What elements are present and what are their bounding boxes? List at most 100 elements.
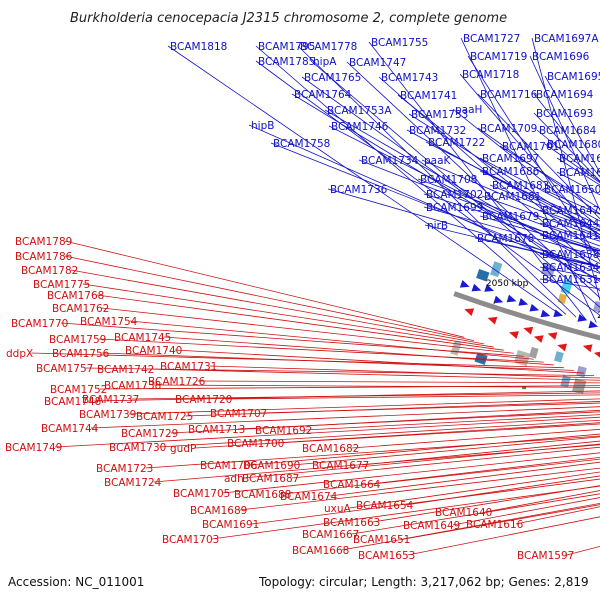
forward-gene-arrow [577,314,588,322]
reverse-gene-label: BCAM1789 [15,236,72,248]
reverse-gene-label: BCAM1720 [175,394,232,406]
reverse-gene-label: BCAM1768 [47,290,104,302]
reverse-gene-arrow [582,344,593,353]
reverse-gene-arrow [509,331,519,339]
reverse-label-leader [101,352,574,371]
reverse-gene-label: BCAM1756 [52,348,110,360]
annotation-block [554,351,564,363]
forward-gene-label: BCAM1747 [349,57,406,69]
reverse-gene-label: BCAM1744 [41,423,99,435]
forward-label-leader [459,73,600,240]
reverse-gene-label: BCAM1667 [302,529,359,541]
reverse-label-leader [515,506,600,525]
forward-gene-arrow [493,295,504,304]
reverse-gene-arrow [487,316,498,325]
forward-gene-arrow [518,298,529,306]
forward-label-leader [378,76,600,274]
reverse-gene-label: BCAM1691 [202,519,259,531]
forward-label-leader [327,188,600,268]
reverse-label-leader [361,440,600,466]
reverse-label-leader [131,392,600,400]
reverse-gene-arrow [593,351,600,359]
forward-label-leader [423,193,600,250]
tick-label: 2000 kbp [597,311,600,321]
reverse-gene-label: BCAM1705 [173,488,230,500]
forward-gene-label: BCAM1708 [420,174,477,186]
forward-gene-label: BCAM1681 [484,191,541,203]
forward-gene-arrow [588,320,599,329]
reverse-gene-label: BCAM1742 [97,364,154,376]
forward-gene-label: BCAM1716 [480,89,538,101]
forward-gene-label: BCAM1631 [542,274,599,286]
reverse-label-leader [64,255,475,342]
forward-gene-arrow [471,283,482,292]
reverse-label-leader [70,269,485,345]
reverse-gene-label: BCAM1664 [323,479,381,491]
reverse-label-leader [82,283,494,348]
forward-label-leader [270,142,600,274]
forward-gene-label: BCAM1765 [304,72,361,84]
forward-gene-label: BCAM1778 [300,41,357,53]
forward-gene-label: BCAM1741 [400,90,457,102]
forward-label-leader [423,206,600,258]
forward-gene-label: BCAM1755 [371,37,428,49]
forward-label-leader [417,178,600,247]
reverse-gene-label: BCAM1740 [125,345,182,357]
forward-gene-label: BCAM1732 [409,125,466,137]
reverse-gene-label: BCAM1723 [96,463,153,475]
reverse-label-leader [209,365,600,379]
reverse-label-leader [372,458,600,485]
reverse-label-leader [222,452,600,494]
forward-label-leader [479,170,600,226]
reverse-gene-label: BCAM1654 [356,500,414,512]
reverse-gene-label: BCAM1690 [243,460,300,472]
annotation-block [571,378,587,395]
forward-gene-label: BCAM1734 [361,155,419,167]
reverse-gene-label: BCAM1754 [80,316,138,328]
forward-gene-label: BCAM1634 [542,262,600,274]
reverse-label-leader [129,320,534,360]
reverse-label-leader [153,444,600,483]
forward-gene-label: BCAM1683 [492,180,549,192]
forward-gene-label: BCAM1679 [482,211,539,223]
reverse-label-leader [452,497,600,526]
forward-gene-label: BCAM1764 [294,89,352,101]
forward-gene-label: BCAM1695 [547,71,600,83]
forward-gene-arrow [540,309,551,318]
forward-gene-label: BCAM1733 [411,109,468,121]
reverse-gene-arrow [547,332,558,340]
reverse-gene-label: BCAM1663 [323,517,380,529]
forward-gene-label: BCAM1697A [534,33,599,45]
forward-gene-label: BCAM1650 [544,184,600,196]
forward-gene-label: BCAM1727 [463,33,520,45]
forward-label-leader [499,145,600,210]
forward-label-leader [421,159,600,238]
forward-gene-label: BCAM1746 [331,121,389,133]
forward-gene-label: BCAM1736 [330,184,388,196]
forward-label-leader [489,184,600,230]
forward-gene-label: BCAM1670 [559,153,600,165]
forward-gene-label: BCAM1680 [547,139,600,151]
forward-label-leader [301,76,600,292]
forward-label-leader [255,60,600,316]
reverse-gene-label: BCAM1707 [210,408,267,420]
forward-gene-label: BCAM1709 [480,123,537,135]
reverse-gene-label: adh [224,473,244,485]
reverse-label-leader [276,423,600,444]
reverse-label-leader [304,414,600,431]
forward-gene-label: BCAM1644 [542,218,600,230]
reverse-label-leader [54,416,600,448]
reverse-gene-label: BCAM1745 [114,332,171,344]
forward-label-leader [291,93,600,282]
forward-gene-label: BCAM1743 [381,72,438,84]
accession-text: Accession: NC_011001 [8,575,144,589]
reverse-gene-label: BCAM1706 [200,460,258,472]
reverse-gene-label: BCAM1700 [227,438,284,450]
forward-gene-label: BCAM1785 [258,56,315,68]
forward-gene-label: hipA [313,56,337,68]
reverse-label-leader [158,419,600,448]
reverse-label-leader [90,406,600,429]
forward-gene-label: BCAM1697 [482,153,539,165]
forward-gene-label: paaK [424,155,452,167]
